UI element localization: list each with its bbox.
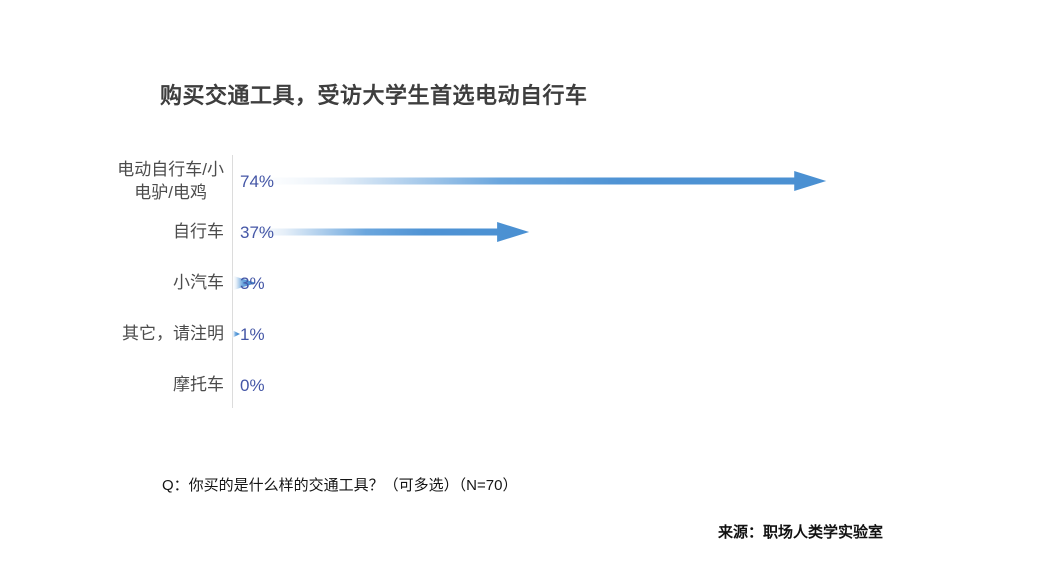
value-label: 37% [240, 222, 275, 242]
category-label: 自行车 [173, 222, 224, 242]
category-label: 电动自行车/小 电驴/电鸡 [117, 160, 224, 202]
chart-title: 购买交通工具，受访大学生首选电动自行车 [160, 83, 588, 108]
bar-arrow [232, 330, 241, 338]
chart-row: 小汽车 3% [0, 258, 1064, 309]
bar-arrow [232, 275, 257, 291]
value-label: 3% [240, 273, 265, 293]
bar-arrow [232, 171, 827, 191]
chart-row: 自行车 37% [0, 207, 1064, 258]
category-label: 其它，请注明 [122, 324, 224, 344]
category-label: 摩托车 [173, 375, 224, 395]
category-label: 小汽车 [173, 273, 224, 293]
chart-row: 摩托车 0% [0, 360, 1064, 411]
value-label: 74% [240, 171, 275, 191]
question-note: Q：你买的是什么样的交通工具？（可多选）（N=70） [162, 477, 518, 494]
value-label: 1% [240, 324, 265, 344]
source-note: 来源：职场人类学实验室 [717, 524, 883, 541]
chart-row: 其它，请注明 1% [0, 309, 1064, 360]
chart-rows: 电动自行车/小 电驴/电鸡 74% 自行车 37% 小汽车 3% 其它，请注明 1% 摩托车 0% [0, 156, 1064, 411]
bar-arrow [232, 222, 530, 242]
value-label: 0% [240, 375, 265, 395]
chart-row: 电动自行车/小 电驴/电鸡 74% [0, 156, 1064, 207]
